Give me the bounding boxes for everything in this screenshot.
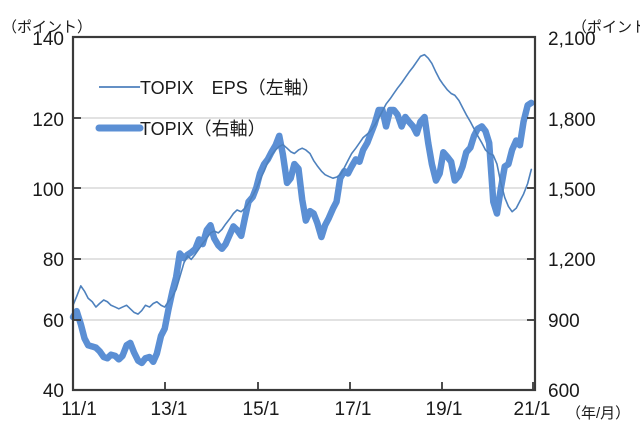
x-tick-label-13-1: 13/1 (151, 399, 188, 420)
left-tick-label-120: 120 (32, 110, 64, 131)
right-tickmarks (527, 117, 535, 321)
right-axis-tick-labels: 2,100 1,800 1,500 1,200 900 600 (548, 29, 596, 402)
legend-label-topix: TOPIX（右軸） (140, 119, 266, 139)
left-tickmarks (73, 117, 81, 321)
left-tick-label-60: 60 (43, 311, 64, 332)
left-tick-label-140: 140 (32, 29, 64, 50)
x-axis-tick-labels: 11/1 13/1 15/1 17/1 19/1 21/1 (61, 399, 550, 420)
left-tick-label-100: 100 (32, 180, 64, 201)
chart-legend: TOPIX EPS（左軸） TOPIX（右軸） (95, 78, 320, 139)
x-tick-label-15-1: 15/1 (243, 399, 280, 420)
series-line-topix (69, 99, 535, 367)
x-tick-label-11-1: 11/1 (61, 399, 97, 420)
left-axis-unit-label: （ポイント） (2, 19, 92, 36)
series-line-eps (72, 53, 533, 315)
x-tick-label-21-1: 21/1 (514, 399, 551, 420)
right-tick-label-1200: 1,200 (548, 250, 596, 271)
right-tick-label-2100: 2,100 (548, 29, 596, 50)
left-axis-tick-labels: 140 120 100 80 60 40 (32, 29, 64, 402)
series-group (69, 53, 535, 367)
gridlines (73, 117, 535, 321)
x-axis-unit-label: （年/月） (566, 405, 630, 422)
left-tick-label-80: 80 (43, 250, 64, 271)
legend-label-eps: TOPIX EPS（左軸） (140, 78, 320, 98)
plot-frame (71, 35, 537, 392)
x-tick-label-17-1: 17/1 (335, 399, 372, 420)
right-tick-label-1800: 1,800 (548, 110, 596, 131)
x-tick-label-19-1: 19/1 (426, 399, 463, 420)
right-tick-label-600: 600 (548, 381, 580, 402)
left-tick-label-40: 40 (43, 381, 64, 402)
right-tick-label-1500: 1,500 (548, 180, 596, 201)
x-tickmarks (164, 382, 534, 390)
right-axis-unit-label: （ポイント） (572, 19, 640, 36)
right-tick-label-900: 900 (548, 311, 580, 332)
